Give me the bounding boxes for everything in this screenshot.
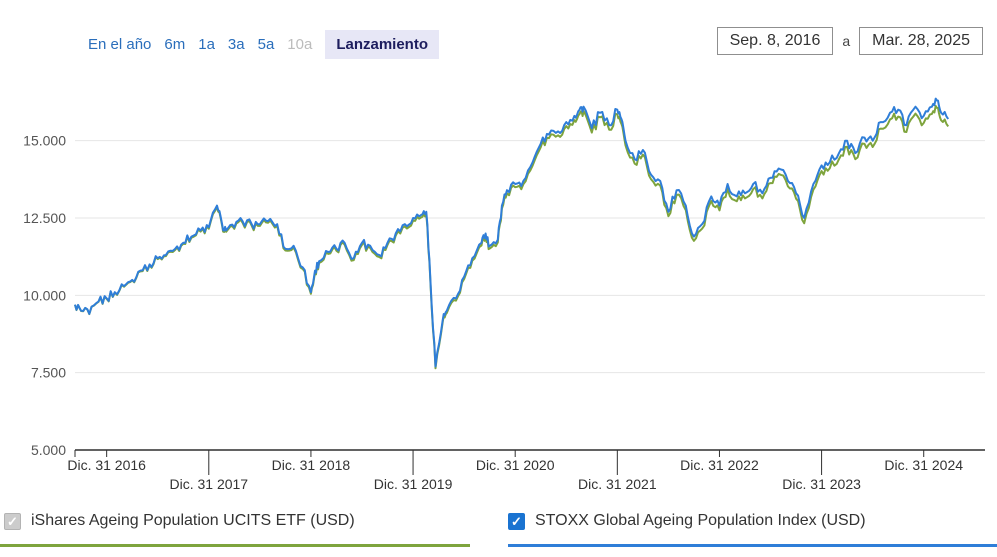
x-axis-label: Dic. 31 2021 [578, 476, 657, 492]
y-axis-label: 7.500 [31, 365, 66, 381]
time-range-option-3a[interactable]: 3a [227, 36, 245, 53]
x-axis-label: Dic. 31 2022 [680, 457, 759, 473]
x-axis-label: Dic. 31 2017 [169, 476, 248, 492]
x-axis-label: Dic. 31 2016 [67, 457, 146, 473]
x-axis-label: Dic. 31 2020 [476, 457, 555, 473]
series-line [74, 105, 950, 370]
time-range-selector: En el año 6m 1a 3a 5a 10a Lanzamiento [88, 30, 440, 59]
start-date-input[interactable]: Sep. 8, 2016 [716, 27, 834, 55]
legend-checkbox[interactable]: ✓ [4, 512, 21, 530]
time-range-option-10a: 10a [287, 36, 313, 53]
date-range: Sep. 8, 2016 a Mar. 28, 2025 [716, 27, 983, 55]
series-line [74, 97, 950, 368]
legend-series-underline [508, 544, 997, 547]
y-axis-label: 15.000 [23, 133, 66, 149]
time-range-option-lanzamiento[interactable]: Lanzamiento [325, 30, 440, 59]
date-range-separator: a [842, 33, 851, 49]
legend-label: STOXX Global Ageing Population Index (US… [535, 512, 866, 529]
time-range-option-1a[interactable]: 1a [198, 36, 215, 53]
end-date-input[interactable]: Mar. 28, 2025 [859, 27, 983, 55]
time-range-option-5a[interactable]: 5a [257, 36, 275, 53]
x-axis-label: Dic. 31 2024 [884, 457, 963, 473]
legend-item: ✓ STOXX Global Ageing Population Index (U… [508, 512, 866, 530]
y-axis-label: 10.000 [23, 287, 66, 303]
y-axis-label: 5.000 [31, 442, 66, 458]
y-axis-label: 12.500 [23, 210, 66, 226]
legend-item: ✓ iShares Ageing Population UCITS ETF (US… [4, 512, 355, 530]
performance-chart[interactable]: 5.000 7.500 10.000 12.500 15.000 Dic. 31 2016… [0, 0, 997, 505]
legend-series-underline [0, 544, 470, 547]
chart-legend: ✓ iShares Ageing Population UCITS ETF (US… [0, 506, 997, 557]
x-axis-label: Dic. 31 2018 [272, 457, 351, 473]
legend-checkbox[interactable]: ✓ [508, 512, 525, 530]
x-axis-label: Dic. 31 2019 [374, 476, 453, 492]
x-axis-label: Dic. 31 2023 [782, 476, 861, 492]
legend-label: iShares Ageing Population UCITS ETF (USD… [31, 512, 355, 529]
time-range-option-6m[interactable]: 6m [164, 36, 186, 53]
time-range-option-en-el-a-o[interactable]: En el año [88, 36, 152, 53]
